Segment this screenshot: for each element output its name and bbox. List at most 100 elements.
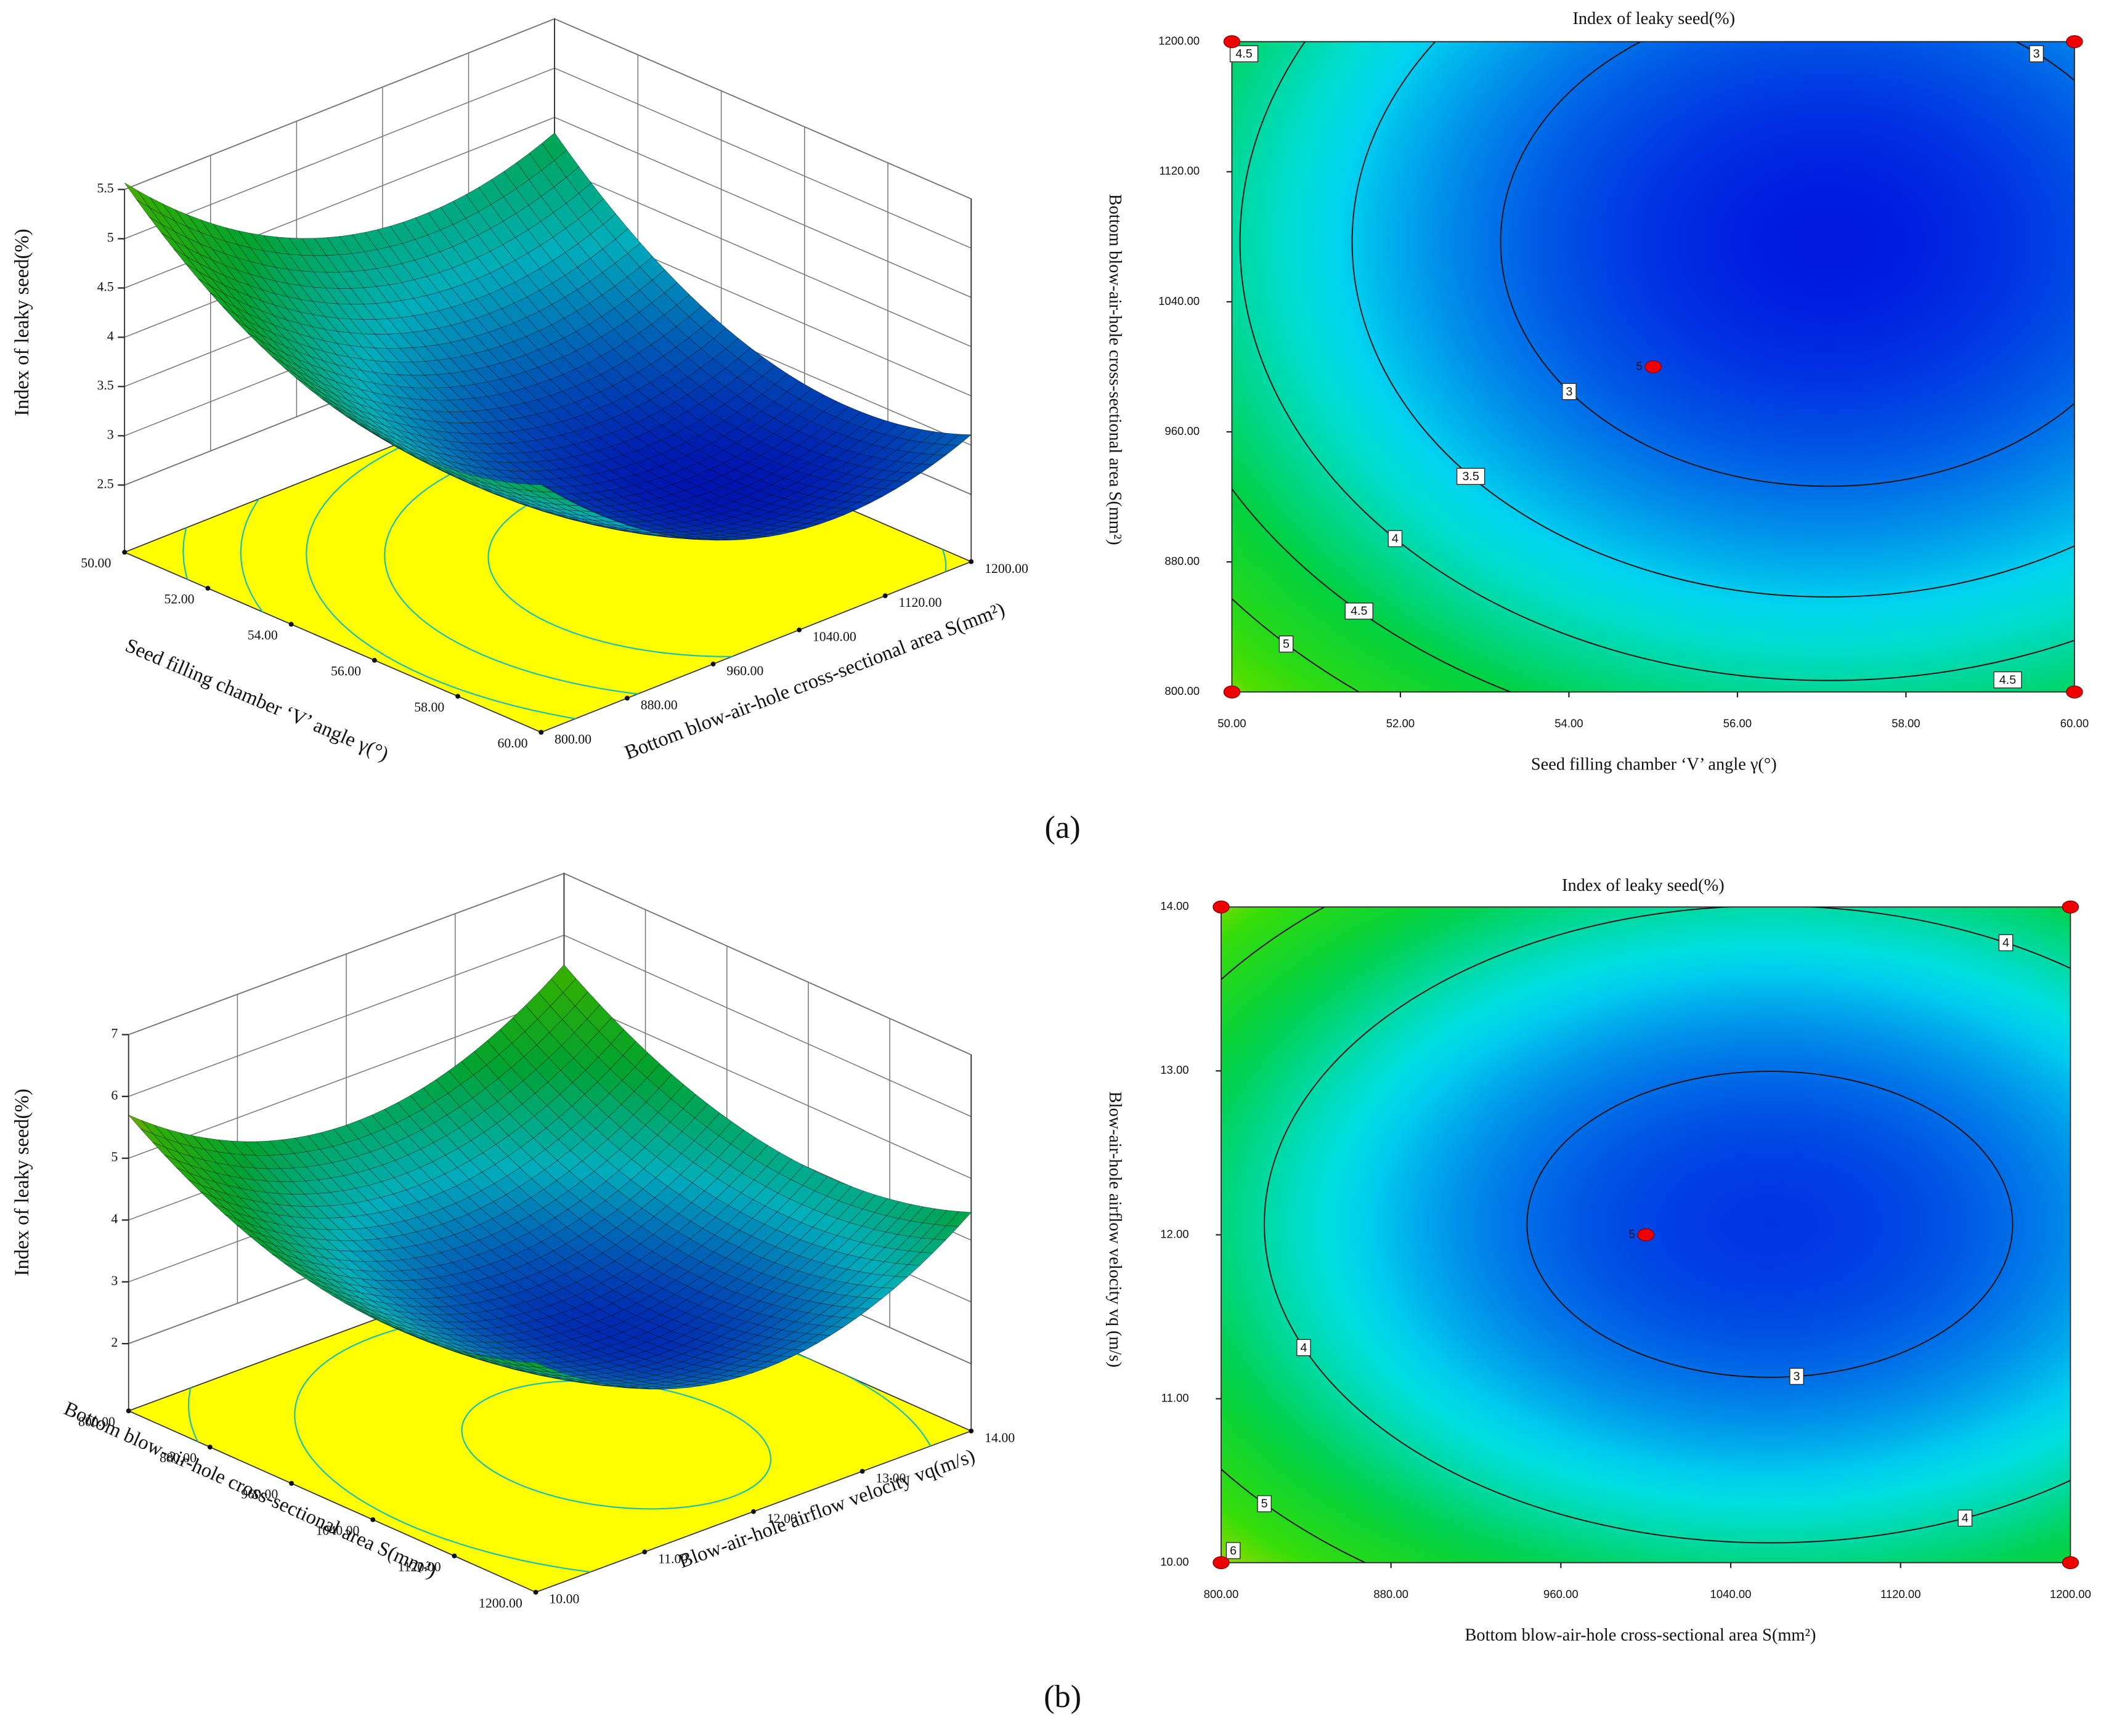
x-tick-label: 50.00 xyxy=(81,556,111,570)
x-axis-label: Seed filling chamber ‘V’ angle γ(°) xyxy=(1531,755,1777,774)
tick-mark xyxy=(642,1549,648,1555)
x-tick-label: 54.00 xyxy=(248,628,278,643)
contour-label: 4 xyxy=(1962,1512,1969,1525)
center-point-count: 5 xyxy=(1636,359,1642,372)
z-tick-label: 6 xyxy=(111,1088,118,1103)
x-tick-label: 54.00 xyxy=(1554,717,1583,730)
z-tick-label: 5.5 xyxy=(97,181,113,196)
surface-facet xyxy=(529,484,555,493)
x-tick-label: 880.00 xyxy=(160,1451,197,1466)
chart-title: Index of leaky seed(%) xyxy=(1572,9,1735,28)
x-tick-label: 1120.00 xyxy=(1880,1588,1921,1600)
y-tick-label: 14.00 xyxy=(1160,899,1189,912)
z-tick-label: 7 xyxy=(111,1026,118,1040)
x-tick-label: 800.00 xyxy=(1204,1588,1239,1600)
x-tick-label: 58.00 xyxy=(1892,717,1920,730)
contour-label-box xyxy=(1296,1339,1311,1357)
contour-label: 3.5 xyxy=(1462,470,1479,484)
x-tick-label: 60.00 xyxy=(497,736,527,750)
tick-mark xyxy=(797,627,802,633)
y-tick-label: 1040.00 xyxy=(813,630,856,644)
x-tick-label: 58.00 xyxy=(414,700,444,715)
design-point xyxy=(1213,1556,1230,1570)
tick-mark xyxy=(205,585,211,591)
y-tick-label: 800.00 xyxy=(555,732,591,747)
x-tick-label: 52.00 xyxy=(1386,717,1415,730)
design-point xyxy=(1644,360,1662,373)
tick-mark xyxy=(452,1553,457,1559)
design-point xyxy=(2066,35,2083,49)
z-axis-label: Index of leaky seed(%) xyxy=(11,1089,33,1276)
tick-mark xyxy=(126,1408,131,1414)
z-axis-label: Index of leaky seed(%) xyxy=(11,229,33,416)
contour-line xyxy=(1526,1071,2014,1378)
design-point xyxy=(2062,1556,2079,1570)
x-tick-label: 800.00 xyxy=(78,1414,115,1429)
contour-label: 4 xyxy=(2002,936,2009,950)
contour-label-box xyxy=(1278,635,1294,653)
panel-label: (a) xyxy=(1045,809,1081,845)
z-tick-label: 3.5 xyxy=(97,378,113,392)
y-tick-label: 10.00 xyxy=(1160,1556,1189,1568)
z-tick-label: 4 xyxy=(111,1211,118,1226)
x-tick-label: 1200.00 xyxy=(479,1596,522,1610)
response-surface xyxy=(128,964,972,1390)
tick-mark xyxy=(538,729,544,735)
chart-title: Index of leaky seed(%) xyxy=(1562,876,1725,895)
x-tick-label: 50.00 xyxy=(1217,717,1246,730)
design-point xyxy=(1637,1228,1654,1241)
x-tick-label: 960.00 xyxy=(241,1487,278,1502)
contour-label-box xyxy=(1993,671,2022,689)
y-tick-label: 880.00 xyxy=(641,697,678,712)
contour-label-box xyxy=(1388,530,1403,548)
floor-contour xyxy=(294,1310,939,1579)
y-tick-label: 14.00 xyxy=(985,1430,1015,1445)
x-tick-label: 880.00 xyxy=(1373,1588,1408,1600)
y-tick-label: 1120.00 xyxy=(1159,164,1200,177)
floor-contour xyxy=(461,1380,772,1510)
tick-mark xyxy=(533,1589,538,1595)
tick-mark xyxy=(288,622,294,627)
contour-label-box xyxy=(2029,45,2044,62)
tick-mark xyxy=(370,1517,376,1522)
y-tick-label: 10.00 xyxy=(549,1592,579,1607)
contour-label-box xyxy=(1789,1368,1804,1385)
tick-mark xyxy=(207,1445,213,1450)
panel-label: (b) xyxy=(1044,1679,1081,1714)
contour-label-box xyxy=(1225,1542,1241,1559)
z-tick-label: 5 xyxy=(111,1150,118,1164)
x-tick-label: 1040.00 xyxy=(1710,1588,1752,1600)
design-point xyxy=(1223,685,1241,699)
surface-facet xyxy=(524,1361,549,1368)
tick-mark xyxy=(710,661,716,667)
contour-label-box xyxy=(1257,1495,1272,1512)
tick-mark xyxy=(455,694,461,699)
contour-label-box xyxy=(1998,934,2014,952)
z-tick-label: 3 xyxy=(111,1273,118,1288)
y-tick-label: 1200.00 xyxy=(985,561,1028,576)
contour-label-box xyxy=(1344,602,1373,620)
y-tick-label: 12.00 xyxy=(767,1511,797,1526)
contour-label: 4.5 xyxy=(1235,47,1252,61)
contour-label-box xyxy=(1562,383,1577,400)
contour-label-box xyxy=(1229,45,1259,62)
contour-label-box xyxy=(1456,468,1485,485)
design-point xyxy=(1213,900,1230,914)
y-tick-label: 960.00 xyxy=(726,663,763,678)
y-tick-label: 1200.00 xyxy=(1158,34,1200,47)
z-tick-label: 2 xyxy=(111,1335,118,1350)
y-tick-label: 880.00 xyxy=(1164,554,1200,567)
y-tick-label: 1040.00 xyxy=(1158,294,1200,307)
y-axis-label: Blow-air-hole airflow velocity vq (m/s) xyxy=(1105,1092,1124,1368)
tick-mark xyxy=(859,1469,865,1474)
contour-line xyxy=(1239,41,2074,681)
response-surface xyxy=(124,132,972,541)
tick-mark xyxy=(969,1428,974,1434)
tick-mark xyxy=(372,657,377,663)
x-tick-label: 1120.00 xyxy=(398,1559,441,1574)
y-tick-label: 960.00 xyxy=(1164,424,1200,437)
y-tick-label: 800.00 xyxy=(1164,684,1200,697)
contour-label: 5 xyxy=(1283,638,1290,651)
